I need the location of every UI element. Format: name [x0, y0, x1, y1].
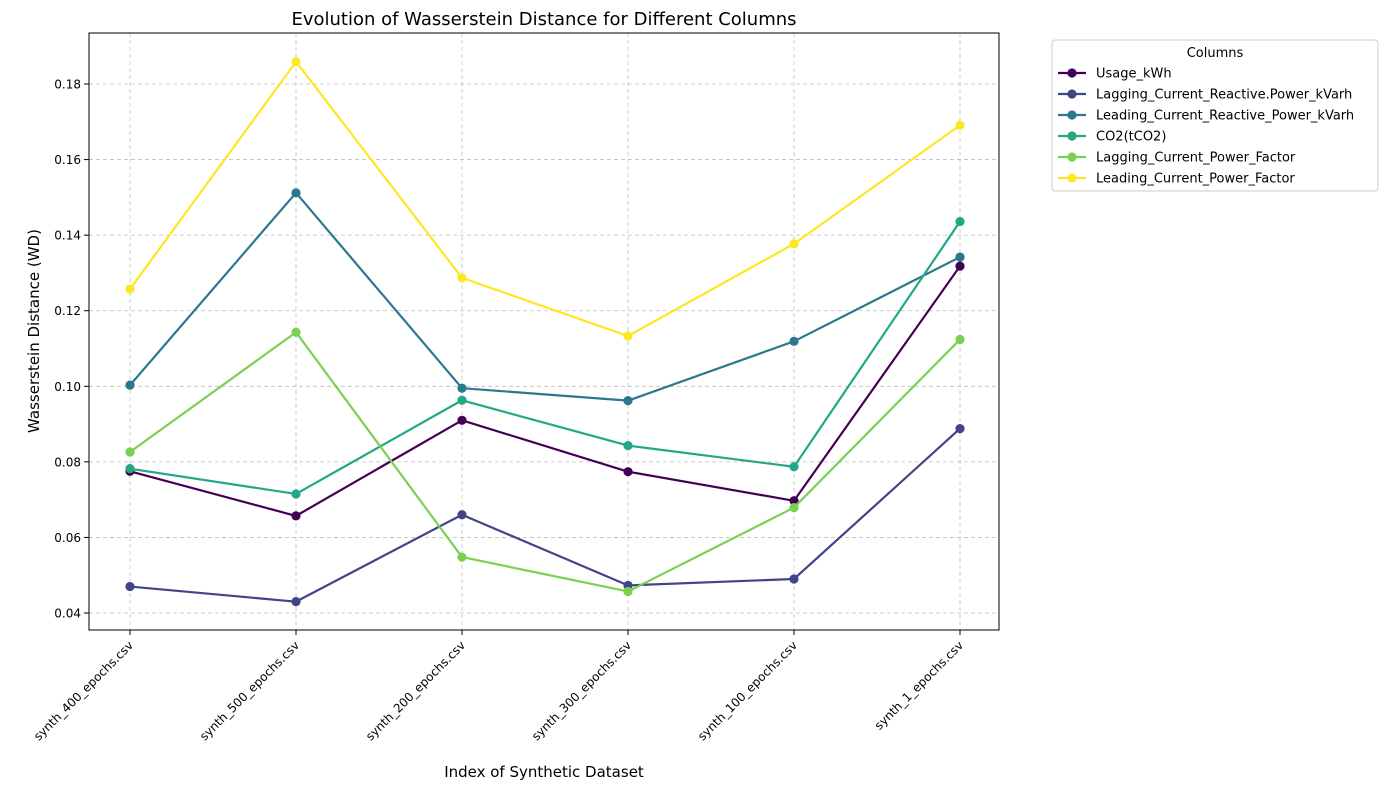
legend-label: Leading_Current_Reactive_Power_kVarh [1096, 109, 1354, 124]
legend-marker-swatch [1067, 89, 1077, 99]
y-tick-label: 0.14 [54, 229, 81, 243]
data-point [789, 574, 799, 584]
legend-item: Leading_Current_Power_Factor [1058, 172, 1295, 187]
y-axis-ticks: 0.04 0.06 0.08 0.10 0.12 0.14 0.16 0.18 [54, 78, 89, 620]
series-0 [125, 261, 965, 521]
y-tick-label: 0.06 [54, 531, 81, 545]
legend: Columns Usage_kWh Lagging_Current_Reactiv… [1051, 39, 1379, 192]
x-tick-label: synth_1_epochs.csv [872, 638, 966, 732]
series-layer [125, 57, 965, 607]
legend-label: Usage_kWh [1096, 67, 1172, 82]
legend-item: Lagging_Current_Reactive.Power_kVarh [1058, 88, 1352, 103]
x-tick-label: synth_200_epochs.csv [363, 638, 468, 743]
data-point [457, 273, 467, 283]
data-point [125, 284, 135, 294]
legend-title: Columns [1187, 46, 1244, 61]
series-3 [125, 216, 965, 499]
x-tick-label: synth_400_epochs.csv [31, 638, 136, 743]
data-point [457, 510, 467, 520]
series-4 [125, 327, 965, 597]
data-point [789, 462, 799, 472]
y-tick-label: 0.18 [54, 78, 81, 92]
legend-label: Leading_Current_Power_Factor [1096, 172, 1295, 187]
data-point [291, 489, 301, 499]
data-point [789, 496, 799, 506]
x-tick-label: synth_300_epochs.csv [529, 638, 634, 743]
legend-item: CO2(tCO2) [1058, 130, 1166, 145]
data-point [955, 120, 965, 130]
y-tick-label: 0.10 [54, 380, 81, 394]
series-1 [125, 424, 965, 607]
data-point [291, 57, 301, 67]
x-axis-label: Index of Synthetic Dataset [444, 763, 644, 781]
series-line [129, 265, 961, 517]
data-point [457, 383, 467, 393]
legend-box [1051, 39, 1379, 192]
legend-marker-swatch [1067, 152, 1077, 162]
y-tick-label: 0.08 [54, 455, 81, 469]
data-point [457, 415, 467, 425]
x-axis-ticks: synth_400_epochs.csv synth_500_epochs.csv… [31, 630, 966, 743]
data-point [955, 261, 965, 271]
x-tick-label: synth_500_epochs.csv [197, 638, 302, 743]
legend-item: Usage_kWh [1058, 67, 1172, 82]
data-point [291, 327, 301, 337]
data-point [125, 447, 135, 457]
series-line [129, 427, 961, 603]
data-point [291, 511, 301, 521]
x-tick-label: synth_100_epochs.csv [695, 638, 800, 743]
legend-items: Usage_kWh Lagging_Current_Reactive.Power_… [1058, 67, 1354, 187]
data-point [457, 395, 467, 405]
y-tick-label: 0.04 [54, 606, 81, 620]
data-point [125, 464, 135, 474]
data-point [955, 216, 965, 227]
legend-marker-swatch [1067, 68, 1077, 78]
data-point [291, 188, 301, 198]
data-point [789, 239, 799, 249]
y-tick-label: 0.12 [54, 304, 81, 318]
plot-area-frame [88, 32, 1000, 631]
series-line [129, 191, 961, 402]
data-point [125, 380, 135, 390]
legend-label: Lagging_Current_Reactive.Power_kVarh [1096, 88, 1352, 103]
data-point [457, 552, 467, 562]
legend-marker-swatch [1067, 173, 1077, 183]
series-5 [125, 57, 965, 341]
grid-layer [89, 33, 999, 630]
legend-marker-swatch [1067, 131, 1077, 141]
data-point [789, 336, 799, 346]
data-point [955, 252, 965, 262]
series-2 [125, 188, 965, 406]
data-point [291, 597, 301, 607]
data-point [623, 586, 633, 597]
data-point [789, 502, 799, 513]
legend-label: CO2(tCO2) [1096, 130, 1166, 145]
chart-title: Evolution of Wasserstein Distance for Di… [291, 9, 796, 30]
y-tick-label: 0.16 [54, 153, 81, 167]
series-line [129, 331, 961, 593]
data-point [623, 331, 633, 341]
legend-marker-swatch [1067, 110, 1077, 120]
legend-label: Lagging_Current_Power_Factor [1096, 151, 1296, 166]
data-point [125, 581, 135, 592]
legend-item: Leading_Current_Reactive_Power_kVarh [1058, 109, 1354, 124]
series-line [129, 60, 961, 338]
data-point [623, 467, 633, 477]
data-point [623, 441, 633, 451]
data-point [623, 396, 633, 406]
series-line [129, 220, 961, 496]
data-point [955, 424, 965, 434]
data-point [955, 334, 965, 345]
legend-item: Lagging_Current_Power_Factor [1058, 151, 1296, 166]
y-axis-label: Wasserstein Distance (WD) [25, 229, 43, 433]
